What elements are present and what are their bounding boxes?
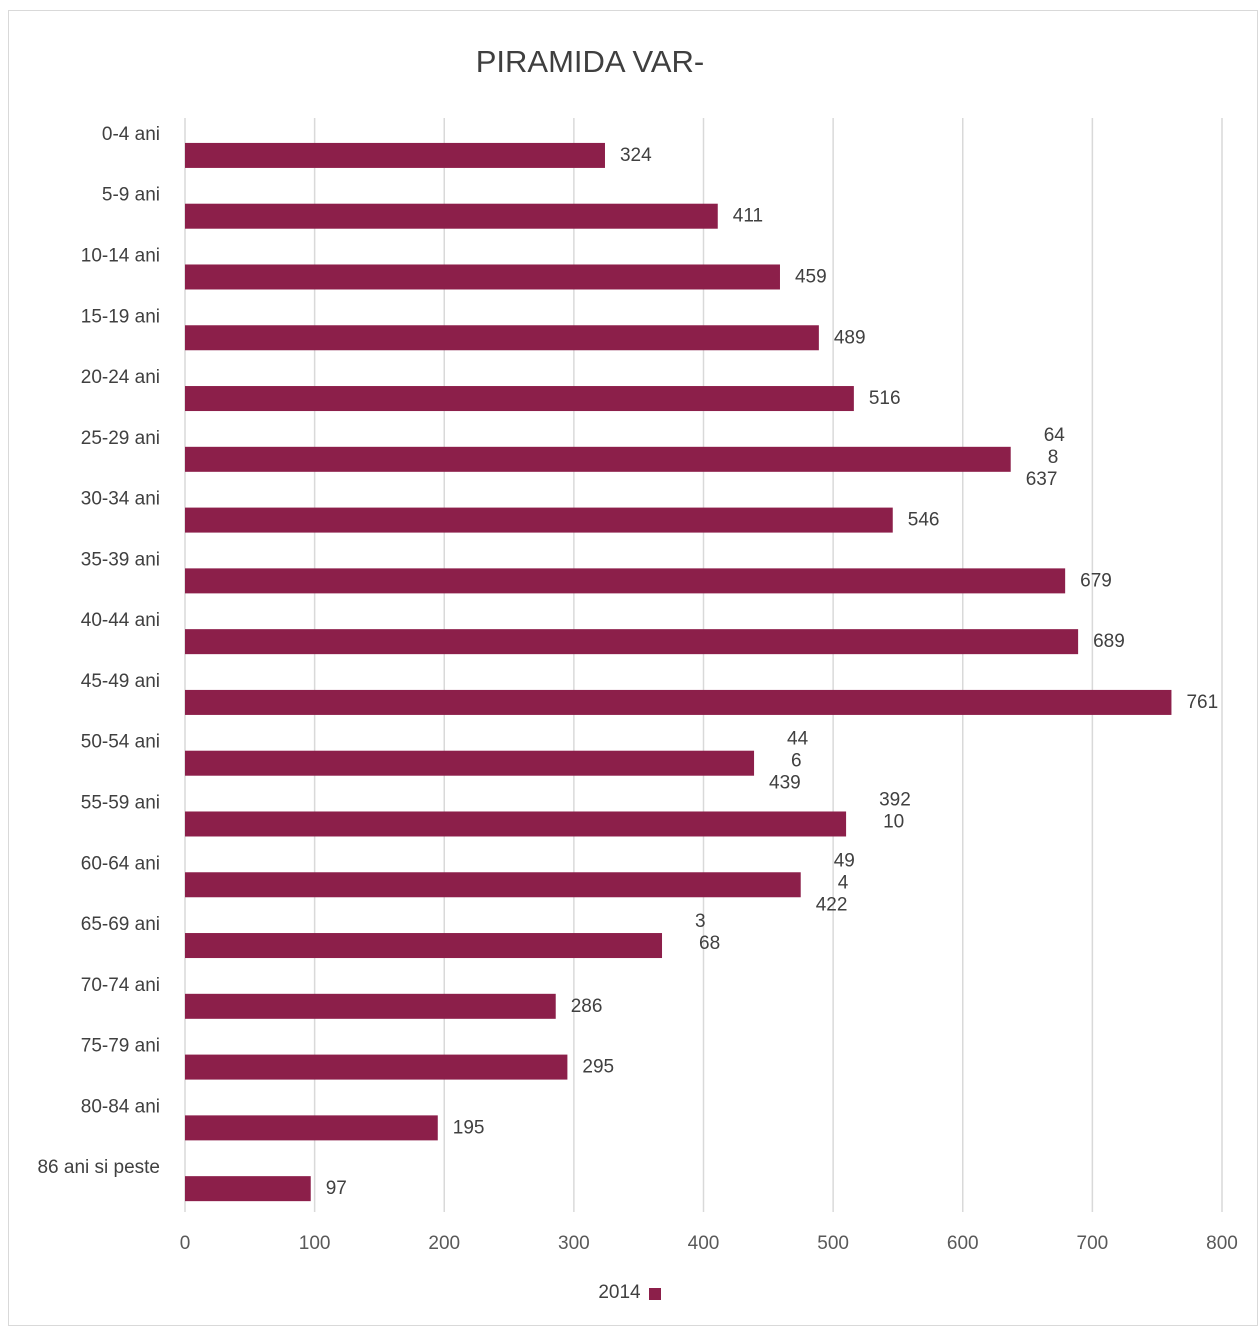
bar: [185, 507, 893, 533]
bar: [185, 689, 1172, 715]
data-label: 49: [834, 850, 855, 871]
category-label: 75-79 ani: [81, 1036, 160, 1057]
x-tick-label: 300: [558, 1233, 590, 1254]
bar: [185, 1176, 311, 1202]
data-label: 411: [733, 206, 763, 227]
legend: 2014: [0, 1282, 1259, 1304]
data-label: 689: [1093, 631, 1125, 652]
data-label: 44: [787, 729, 809, 750]
data-label: 195: [453, 1117, 485, 1138]
bar: [185, 1054, 568, 1080]
category-label: 25-29 ani: [81, 428, 160, 449]
data-label: 516: [869, 388, 901, 409]
category-label: 20-24 ani: [81, 367, 160, 388]
category-label: 80-84 ani: [81, 1096, 160, 1117]
data-label: 422: [816, 894, 848, 915]
category-label: 35-39 ani: [81, 549, 160, 570]
data-label: 3: [695, 911, 706, 932]
x-tick-label: 700: [1077, 1233, 1109, 1254]
category-label: 40-44 ani: [81, 610, 160, 631]
bar: [185, 933, 663, 959]
data-label: 489: [834, 327, 866, 348]
x-tick-label: 0: [180, 1233, 191, 1254]
category-label: 60-64 ani: [81, 853, 160, 874]
bar: [185, 629, 1079, 655]
data-label: 97: [326, 1178, 347, 1199]
data-label: 8: [1048, 447, 1059, 468]
category-label: 15-19 ani: [81, 306, 160, 327]
data-label: 10: [883, 811, 904, 832]
data-label: 761: [1186, 692, 1218, 713]
category-label: 55-59 ani: [81, 792, 160, 813]
x-tick-label: 800: [1206, 1233, 1238, 1254]
bar: [185, 446, 1011, 472]
data-label: 286: [571, 996, 603, 1017]
data-label: 637: [1026, 469, 1058, 490]
x-tick-label: 500: [817, 1233, 849, 1254]
data-label: 459: [795, 266, 827, 287]
category-label: 5-9 ani: [102, 185, 160, 206]
data-label: 295: [582, 1057, 614, 1078]
legend-swatch: [648, 1288, 661, 1300]
x-tick-label: 400: [688, 1233, 720, 1254]
data-label: 6: [791, 751, 802, 772]
x-tick-label: 200: [428, 1233, 460, 1254]
legend-label: 2014: [598, 1282, 641, 1303]
category-label: 0-4 ani: [102, 124, 160, 145]
category-label: 45-49 ani: [81, 671, 160, 692]
category-label: 86 ani si peste: [37, 1157, 160, 1178]
bar: [185, 386, 854, 412]
x-tick-label: 600: [947, 1233, 979, 1254]
x-tick-label: 100: [299, 1233, 331, 1254]
data-label: 64: [1044, 425, 1066, 446]
chart-frame: [8, 10, 1258, 1326]
data-label: 68: [699, 933, 720, 954]
data-label: 392: [879, 789, 911, 810]
data-label: 546: [908, 510, 940, 531]
bar: [185, 264, 780, 290]
data-label: 679: [1080, 570, 1112, 591]
bar: [185, 750, 755, 776]
category-label: 65-69 ani: [81, 914, 160, 935]
bar: [185, 203, 718, 229]
category-label: 70-74 ani: [81, 975, 160, 996]
category-label: 50-54 ani: [81, 732, 160, 753]
data-label: 324: [620, 145, 652, 166]
chart-title: PIRAMIDA VAR-: [475, 44, 705, 79]
bar: [185, 872, 801, 898]
bar: [185, 1115, 438, 1141]
bar: [185, 993, 556, 1019]
data-label: 4: [838, 872, 849, 893]
bar: [185, 568, 1066, 594]
bar: [185, 811, 847, 837]
bar: [185, 142, 605, 168]
data-label: 439: [769, 773, 801, 794]
bar: [185, 325, 819, 351]
category-label: 10-14 ani: [81, 245, 160, 266]
category-label: 30-34 ani: [81, 489, 160, 510]
